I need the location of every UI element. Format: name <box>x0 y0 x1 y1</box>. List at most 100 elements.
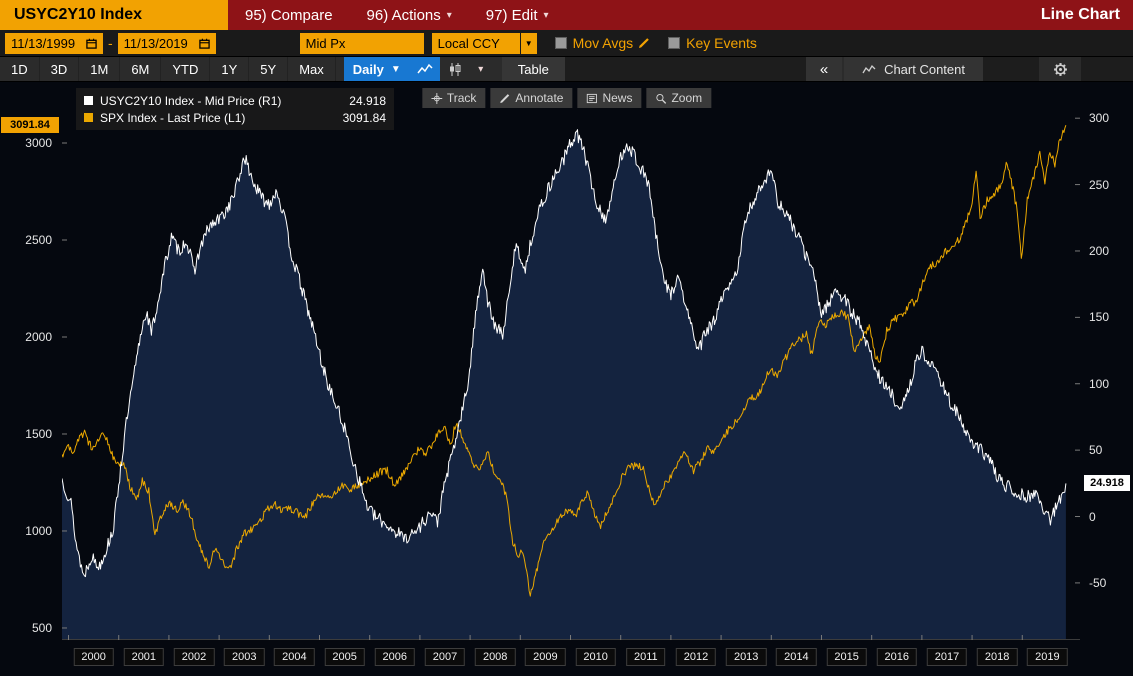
period-button-ytd[interactable]: YTD <box>161 57 211 81</box>
x-axis-year-label: 2006 <box>374 648 416 666</box>
series-label: USYC2Y10 Index - Mid Price (R1) <box>100 93 282 108</box>
mov-avgs-checkbox[interactable] <box>554 37 567 49</box>
x-axis-year-label: 2015 <box>826 648 867 666</box>
x-axis-year-label: 2005 <box>324 648 365 666</box>
title-bar-spacer <box>566 0 1028 30</box>
x-axis-year-label: 2008 <box>474 648 516 666</box>
x-axis-year-label: 2013 <box>725 648 767 666</box>
candle-chart-type-button[interactable] <box>440 57 470 81</box>
series-value: 24.918 <box>349 93 386 108</box>
right-axis-tick-label: 200 <box>1089 243 1110 258</box>
x-axis-year-label: 2018 <box>976 648 1018 666</box>
collapse-panel-button[interactable]: « <box>806 57 843 81</box>
legend-row-usyc2y10[interactable]: USYC2Y10 Index - Mid Price (R1) 24.918 <box>84 92 386 109</box>
x-axis-year-label: 2019 <box>1027 648 1068 666</box>
left-axis-tick-label: 1500 <box>25 426 52 441</box>
news-label: News <box>602 91 633 105</box>
news-button[interactable]: News <box>577 88 642 108</box>
title-bar: USYC2Y10 Index 95) Compare 96) Actions ▾… <box>0 0 1133 30</box>
chart-plot[interactable] <box>62 85 1080 640</box>
date-from-input[interactable]: 11/13/1999 <box>5 32 103 54</box>
chevron-down-icon: ▾ <box>478 63 484 75</box>
edit-menu-button[interactable]: 97) Edit ▾ <box>469 0 566 30</box>
right-axis-tick-label: 250 <box>1089 177 1110 192</box>
x-axis-year-label: 2007 <box>424 648 466 666</box>
x-axis-year-label: 2017 <box>926 648 968 666</box>
left-axis-tick-label: 2000 <box>25 329 52 344</box>
chart-content-button[interactable]: Chart Content <box>844 57 983 81</box>
date-to-input[interactable]: 11/13/2019 <box>117 32 216 54</box>
pencil-icon <box>639 38 649 48</box>
x-axis-year-label: 2004 <box>274 648 315 666</box>
x-axis-year-label: 2014 <box>776 648 817 666</box>
x-axis-year-label: 2001 <box>123 648 165 666</box>
spread-last-price-badge: 24.918 <box>1084 475 1130 492</box>
line-chart-icon <box>417 63 433 74</box>
calendar-icon <box>86 38 97 49</box>
mov-avgs-label: Mov Avgs <box>572 35 634 51</box>
annotate-label: Annotate <box>515 91 564 105</box>
usyc2y10-spread-line <box>62 129 1067 578</box>
track-button[interactable]: Track <box>421 88 486 108</box>
series-swatch-white <box>84 96 93 105</box>
annotate-button[interactable]: Annotate <box>490 88 573 108</box>
left-price-axis: 3000 2500 2000 1500 1000 500 <box>0 85 58 640</box>
chevron-down-icon: ▼ <box>390 63 401 75</box>
chart-content-label: Chart Content <box>884 61 965 77</box>
period-button-3d[interactable]: 3D <box>40 57 80 81</box>
table-button[interactable]: Table <box>501 57 565 81</box>
left-axis-tick-label: 3000 <box>25 136 52 150</box>
spx-index-line <box>62 125 1067 597</box>
x-axis-year-label: 2009 <box>525 648 566 666</box>
actions-label: 96) Actions <box>366 6 441 24</box>
frequency-select[interactable]: Daily ▼ <box>343 57 410 81</box>
x-axis-year-label: 2000 <box>73 648 114 666</box>
chart-content-icon <box>862 64 876 73</box>
x-axis-year-label: 2016 <box>876 648 918 666</box>
gear-icon <box>1053 62 1067 76</box>
mov-avgs-edit-button[interactable] <box>638 37 650 49</box>
frequency-value: Daily <box>352 61 384 77</box>
toolbar-spacer <box>983 57 1039 81</box>
chart-tools-bar: Track Annotate News Zoom <box>421 88 712 108</box>
period-button-6m[interactable]: 6M <box>120 57 162 81</box>
actions-menu-button[interactable]: 96) Actions ▾ <box>350 0 469 30</box>
compare-label: 95) Compare <box>245 6 333 24</box>
toolbar-spacer <box>564 57 807 81</box>
currency-select[interactable]: Local CCY <box>431 32 520 54</box>
period-button-1d[interactable]: 1D <box>0 57 40 81</box>
legend-row-spx[interactable]: SPX Index - Last Price (L1) 3091.84 <box>84 109 386 126</box>
price-source-select[interactable]: Mid Px <box>299 32 424 54</box>
line-chart-type-button[interactable] <box>409 57 440 81</box>
period-button-5y[interactable]: 5Y <box>249 57 289 81</box>
settings-gear-button[interactable] <box>1039 57 1081 81</box>
date-range-separator: - <box>108 35 113 51</box>
zoom-button[interactable]: Zoom <box>646 88 712 108</box>
security-ticker-input[interactable]: USYC2Y10 Index <box>0 0 228 30</box>
currency-dropdown-button[interactable]: ▼ <box>520 32 537 54</box>
x-axis-year-label: 2010 <box>575 648 616 666</box>
chart-toolbar: 1D 3D 1M 6M YTD 1Y 5Y Max Daily ▼ ▾ Tabl… <box>0 57 1133 82</box>
right-axis-tick-label: 100 <box>1089 376 1110 391</box>
period-button-1y[interactable]: 1Y <box>210 57 250 81</box>
key-events-checkbox[interactable] <box>668 37 681 49</box>
right-axis-tick-label: 0 <box>1089 509 1096 524</box>
crosshair-icon <box>430 92 442 104</box>
period-button-1m[interactable]: 1M <box>79 57 121 81</box>
usyc2y10-spread-area <box>62 129 1066 640</box>
period-button-max[interactable]: Max <box>288 57 336 81</box>
series-swatch-amber <box>84 113 93 122</box>
chart-type-dropdown-button[interactable]: ▾ <box>470 57 492 81</box>
right-axis-tick-label: -50 <box>1089 575 1107 590</box>
settings-bar: 11/13/1999 - 11/13/2019 Mid Px Local CCY… <box>0 30 1133 57</box>
track-label: Track <box>446 91 477 105</box>
date-from-value: 11/13/1999 <box>11 35 76 51</box>
right-spread-axis: 300 250 200 150 100 50 0 -50 <box>1082 85 1132 640</box>
x-time-axis: 2000 2001 2002 2003 2004 2005 2006 2007 2008 2009… <box>62 648 1080 672</box>
chart-area[interactable]: 3000 2500 2000 1500 1000 500 300 250 200 150 100 5… <box>0 82 1133 676</box>
zoom-label: Zoom <box>671 91 703 105</box>
candlestick-icon <box>449 62 461 76</box>
key-events-label: Key Events <box>686 35 757 51</box>
compare-menu-button[interactable]: 95) Compare <box>228 0 350 30</box>
pencil-icon <box>500 93 510 103</box>
